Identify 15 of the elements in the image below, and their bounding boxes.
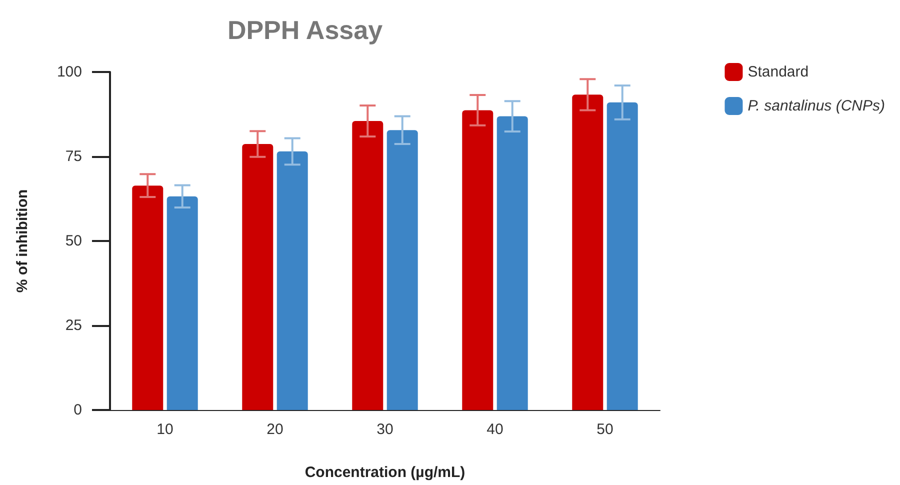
x-tick-label: 50 [596, 421, 614, 438]
y-tick-label: 50 [65, 232, 82, 250]
chart-title: DPPH Assay [227, 15, 384, 45]
x-tick-label: 40 [486, 421, 504, 438]
x-axis-title: Concentration (µg/mL) [304, 464, 466, 481]
y-axis-title: % of inhibition [14, 189, 31, 293]
y-tick-label: 75 [65, 148, 82, 165]
y-tick-label: 25 [65, 317, 82, 334]
y-tick-label: 100 [56, 64, 82, 80]
x-tick-label: 20 [266, 421, 284, 438]
x-tick-label: 10 [156, 421, 174, 438]
x-tick-label: 30 [376, 421, 394, 438]
legend-label: P. santalinus (CNPs) [748, 98, 886, 114]
y-tick-label: 0 [74, 402, 82, 418]
legend-label: Standard [748, 64, 809, 80]
